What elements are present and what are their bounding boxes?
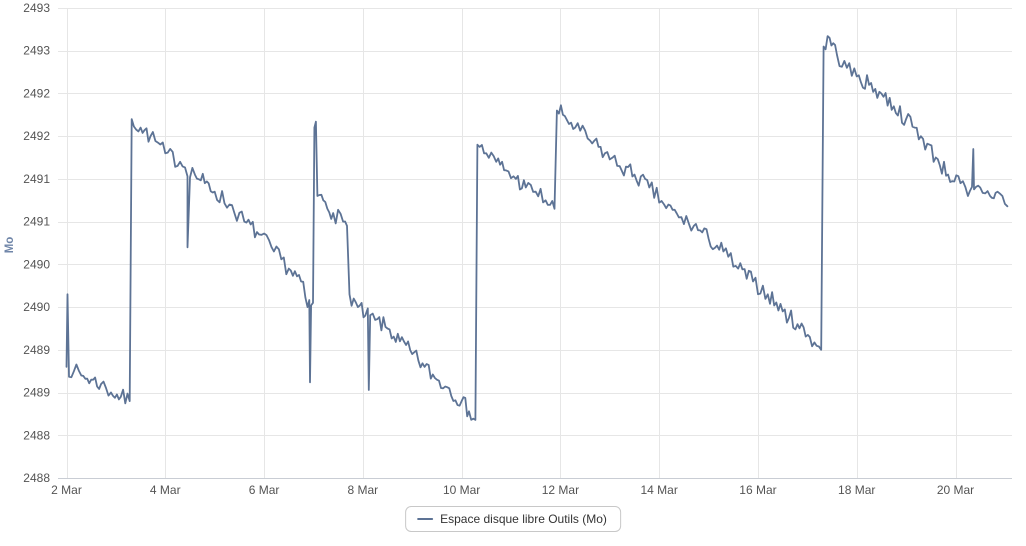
- legend-item[interactable]: Espace disque libre Outils (Mo): [405, 506, 621, 532]
- x-axis-tick-label: 16 Mar: [739, 483, 776, 497]
- y-axis-title: Mo: [4, 236, 16, 254]
- y-axis-tick-label: 2492: [23, 129, 50, 143]
- x-axis-tick-label: 6 Mar: [249, 483, 280, 497]
- y-axis-tick-label: 2488: [23, 428, 50, 442]
- x-axis-tick-label: 18 Mar: [838, 483, 875, 497]
- legend-line-marker: [417, 518, 434, 520]
- y-axis-tick-label: 2491: [23, 215, 50, 229]
- y-axis-tick-label: 2489: [23, 343, 50, 357]
- y-axis-tick-label: 2490: [23, 257, 50, 271]
- x-axis-tick-label: 2 Mar: [51, 483, 82, 497]
- y-axis-tick-label: 2489: [23, 386, 50, 400]
- x-axis-tick-label: 14 Mar: [641, 483, 678, 497]
- y-axis-tick-label: 2490: [23, 300, 50, 314]
- x-axis-tick-label: 20 Mar: [937, 483, 974, 497]
- y-axis-tick-label: 2493: [23, 44, 50, 58]
- y-axis-tick-label: 2491: [23, 172, 50, 186]
- y-axis-tick-label: 2493: [23, 1, 50, 15]
- x-axis-tick-label: 12 Mar: [542, 483, 579, 497]
- x-axis-tick-label: 8 Mar: [347, 483, 378, 497]
- x-axis-tick-label: 10 Mar: [443, 483, 480, 497]
- y-axis-tick-label: 2488: [23, 471, 50, 485]
- legend-label: Espace disque libre Outils (Mo): [440, 512, 607, 526]
- y-axis-tick-label: 2492: [23, 86, 50, 100]
- x-axis-tick-label: 4 Mar: [150, 483, 181, 497]
- series-line-espace-disque-libre[interactable]: [65, 35, 1009, 421]
